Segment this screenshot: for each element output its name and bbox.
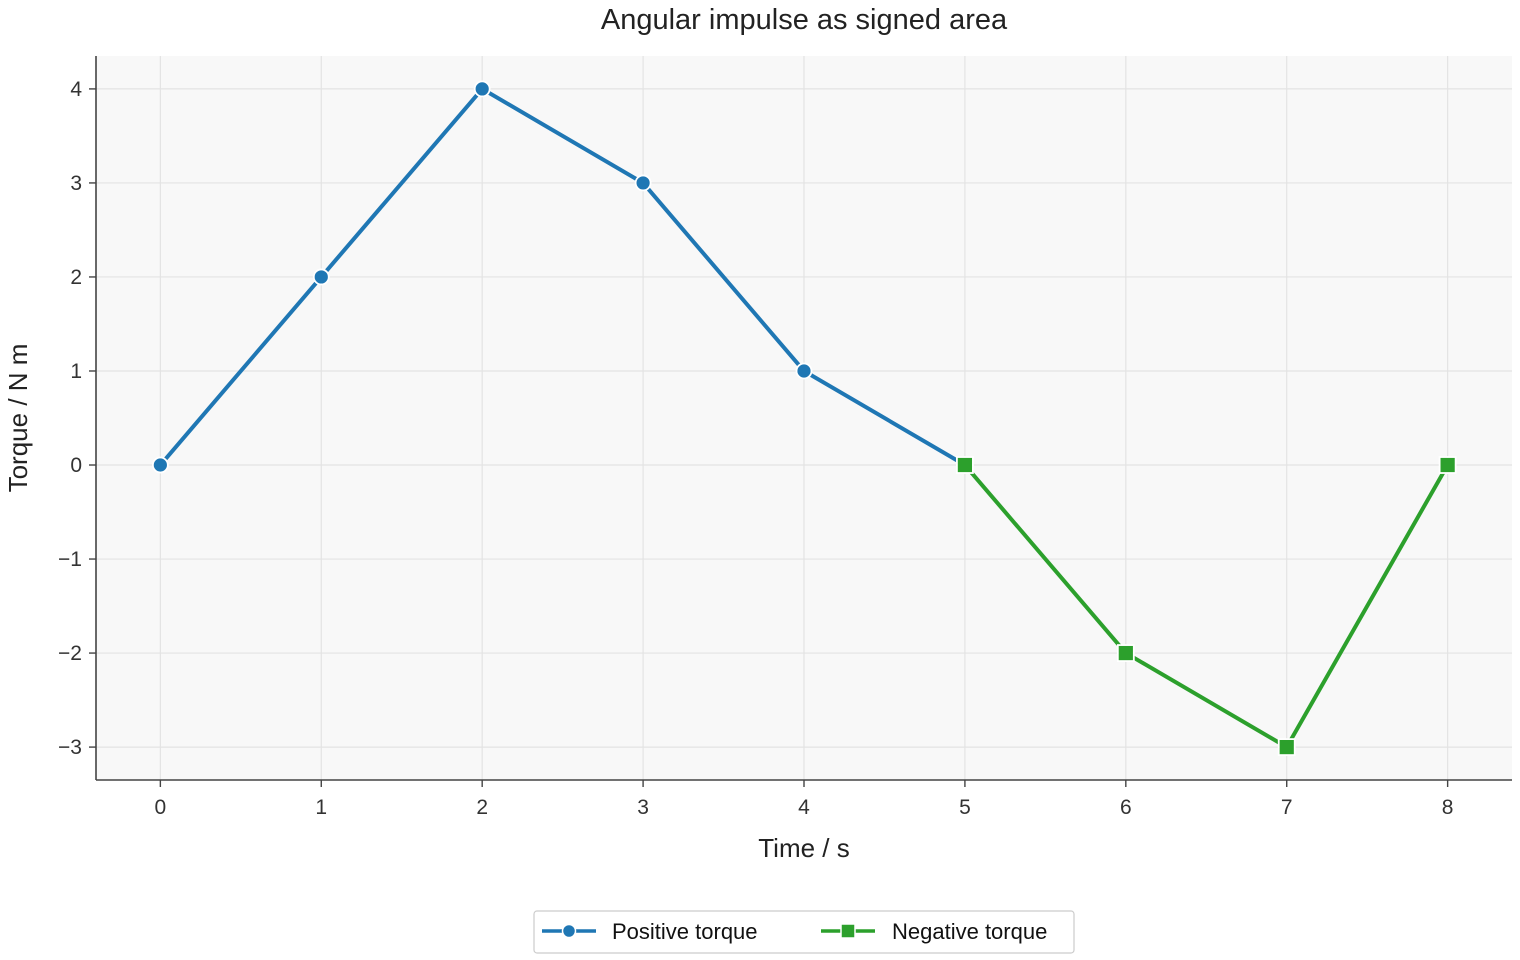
- chart-title: Angular impulse as signed area: [601, 4, 1008, 36]
- x-tick-label: 4: [798, 796, 810, 819]
- series-line-positive-torque: [158, 86, 967, 468]
- y-tick-label: 1: [70, 360, 82, 383]
- legend: Positive torque Negative torque: [533, 910, 1075, 954]
- tick-marks-and-labels: 0 1 2 3 4 5 6 7 8 −3 −2 −1 0 1 2 3 4: [58, 78, 1453, 819]
- data-point-negative-torque: [1277, 738, 1296, 756]
- legend-label-negative-torque: Negative torque: [892, 919, 1047, 944]
- legend-frame: [533, 910, 1075, 954]
- data-series: [151, 80, 1457, 756]
- x-tick-label: 5: [959, 796, 971, 819]
- x-tick-label: 2: [476, 796, 488, 819]
- data-point-positive-torque: [151, 456, 169, 474]
- data-point-positive-torque: [473, 80, 491, 98]
- y-tick-label: −3: [58, 736, 82, 759]
- y-axis-label: Torque / N m: [3, 344, 33, 493]
- x-tick-label: 6: [1120, 796, 1132, 819]
- legend-label-positive-torque: Positive torque: [612, 919, 758, 944]
- data-point-negative-torque: [956, 456, 974, 474]
- data-point-positive-torque: [312, 268, 330, 286]
- data-point-negative-torque: [1438, 456, 1457, 474]
- x-tick-label: 7: [1281, 796, 1293, 819]
- y-tick-label: 0: [70, 454, 82, 477]
- y-tick-label: 4: [70, 78, 82, 101]
- y-tick-label: −1: [58, 548, 82, 571]
- legend-swatch-negative-torque-marker: [840, 923, 856, 939]
- legend-swatch-positive-torque-marker: [561, 923, 577, 939]
- x-axis-label: Time / s: [758, 833, 849, 863]
- series-line-negative-torque: [962, 463, 1450, 750]
- y-tick-label: 3: [70, 172, 82, 195]
- data-point-positive-torque: [795, 362, 813, 380]
- x-tick-label: 8: [1442, 796, 1454, 819]
- x-tick-label: 3: [637, 796, 649, 819]
- y-tick-label: −2: [58, 642, 82, 665]
- x-tick-label: 0: [155, 796, 167, 819]
- data-point-negative-torque: [1116, 644, 1135, 662]
- x-tick-label: 1: [315, 796, 327, 819]
- data-point-positive-torque: [634, 174, 652, 192]
- y-tick-label: 2: [70, 266, 82, 289]
